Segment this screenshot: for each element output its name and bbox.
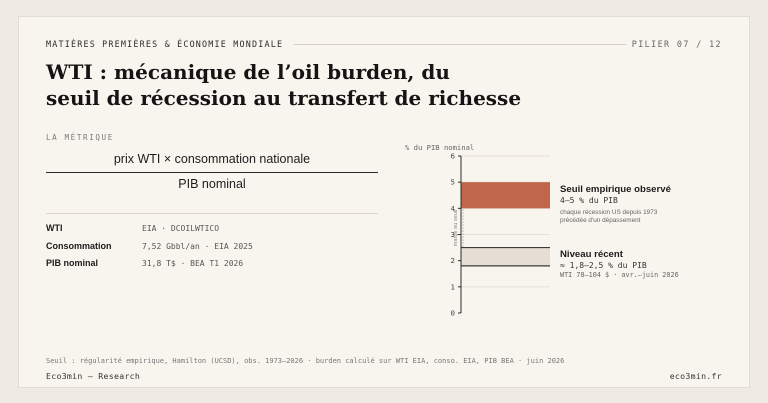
formula-denominator: PIB nominal	[178, 177, 246, 191]
definition-term: PIB nominal	[46, 258, 99, 268]
definition-term: WTI	[46, 223, 63, 233]
y-tick-label: 5	[451, 178, 455, 187]
threshold-band	[461, 182, 550, 209]
recent-level-title: Niveau récent	[560, 249, 624, 260]
y-tick-label: 0	[451, 309, 455, 318]
recent-level-band	[461, 247, 550, 266]
site-url: eco3min.fr	[669, 371, 722, 381]
y-tick-label: 6	[451, 152, 455, 161]
source-footnote: Seuil : régularité empirique, Hamilton (…	[46, 357, 565, 365]
definition-row: WTI EIA · DCOILWTICO	[46, 221, 378, 239]
definition-source: 7,52 Gbbl/an · EIA 2025	[142, 241, 253, 251]
definition-row: PIB nominal 31,8 T$ · BEA T1 2026	[46, 256, 378, 274]
recent-level-value: ≈ 1,8–2,5 % du PIB	[560, 261, 647, 270]
section-divider	[46, 213, 378, 214]
y-axis-title: % du PIB nominal	[405, 143, 474, 152]
bands	[461, 182, 550, 267]
definitions-list: WTI EIA · DCOILWTICO Consommation 7,52 G…	[46, 221, 378, 274]
kicker: MATIÈRES PREMIÈRES & ÉCONOMIE MONDIALE	[46, 39, 284, 49]
definition-term: Consommation	[46, 240, 112, 251]
brand-label: Eco3min — Research	[46, 371, 141, 381]
y-tick-label: 1	[451, 282, 455, 291]
threshold-title: Seuil empirique observé	[560, 184, 671, 195]
formula-fraction-bar	[46, 172, 378, 173]
title-line-2: seuil de récession au transfert de riche…	[46, 86, 522, 110]
definition-source: 31,8 T$ · BEA T1 2026	[142, 259, 244, 268]
margin-label: marge au seuil	[453, 210, 459, 247]
y-tick-label: 3	[451, 230, 455, 239]
threshold-value: 4–5 % du PIB	[560, 196, 618, 205]
recent-level-note: WTI 78–104 $ · avr.–juin 2026	[560, 271, 679, 279]
page-title: WTI : mécanique de l’oil burden, du seui…	[46, 59, 606, 111]
header-divider	[294, 44, 626, 45]
threshold-note-line-2: précédée d'un dépassement	[560, 217, 641, 224]
threshold-note-line-1: chaque récession US depuis 1973	[560, 209, 658, 216]
pillar-counter: PILIER 07 / 12	[631, 39, 722, 49]
formula-numerator: prix WTI × consommation nationale	[113, 152, 311, 166]
title-line-1: WTI : mécanique de l’oil burden, du	[46, 60, 450, 84]
metric-label: LA MÉTRIQUE	[46, 133, 114, 142]
definition-source: EIA · DCOILWTICO	[142, 224, 220, 233]
definition-row: Consommation 7,52 Gbbl/an · EIA 2025	[46, 239, 378, 257]
header: MATIÈRES PREMIÈRES & ÉCONOMIE MONDIALE P…	[46, 39, 722, 51]
infographic-card: MATIÈRES PREMIÈRES & ÉCONOMIE MONDIALE P…	[18, 16, 750, 388]
y-tick-label: 4	[451, 204, 456, 213]
y-tick-label: 2	[451, 256, 455, 265]
gridlines	[461, 155, 550, 288]
